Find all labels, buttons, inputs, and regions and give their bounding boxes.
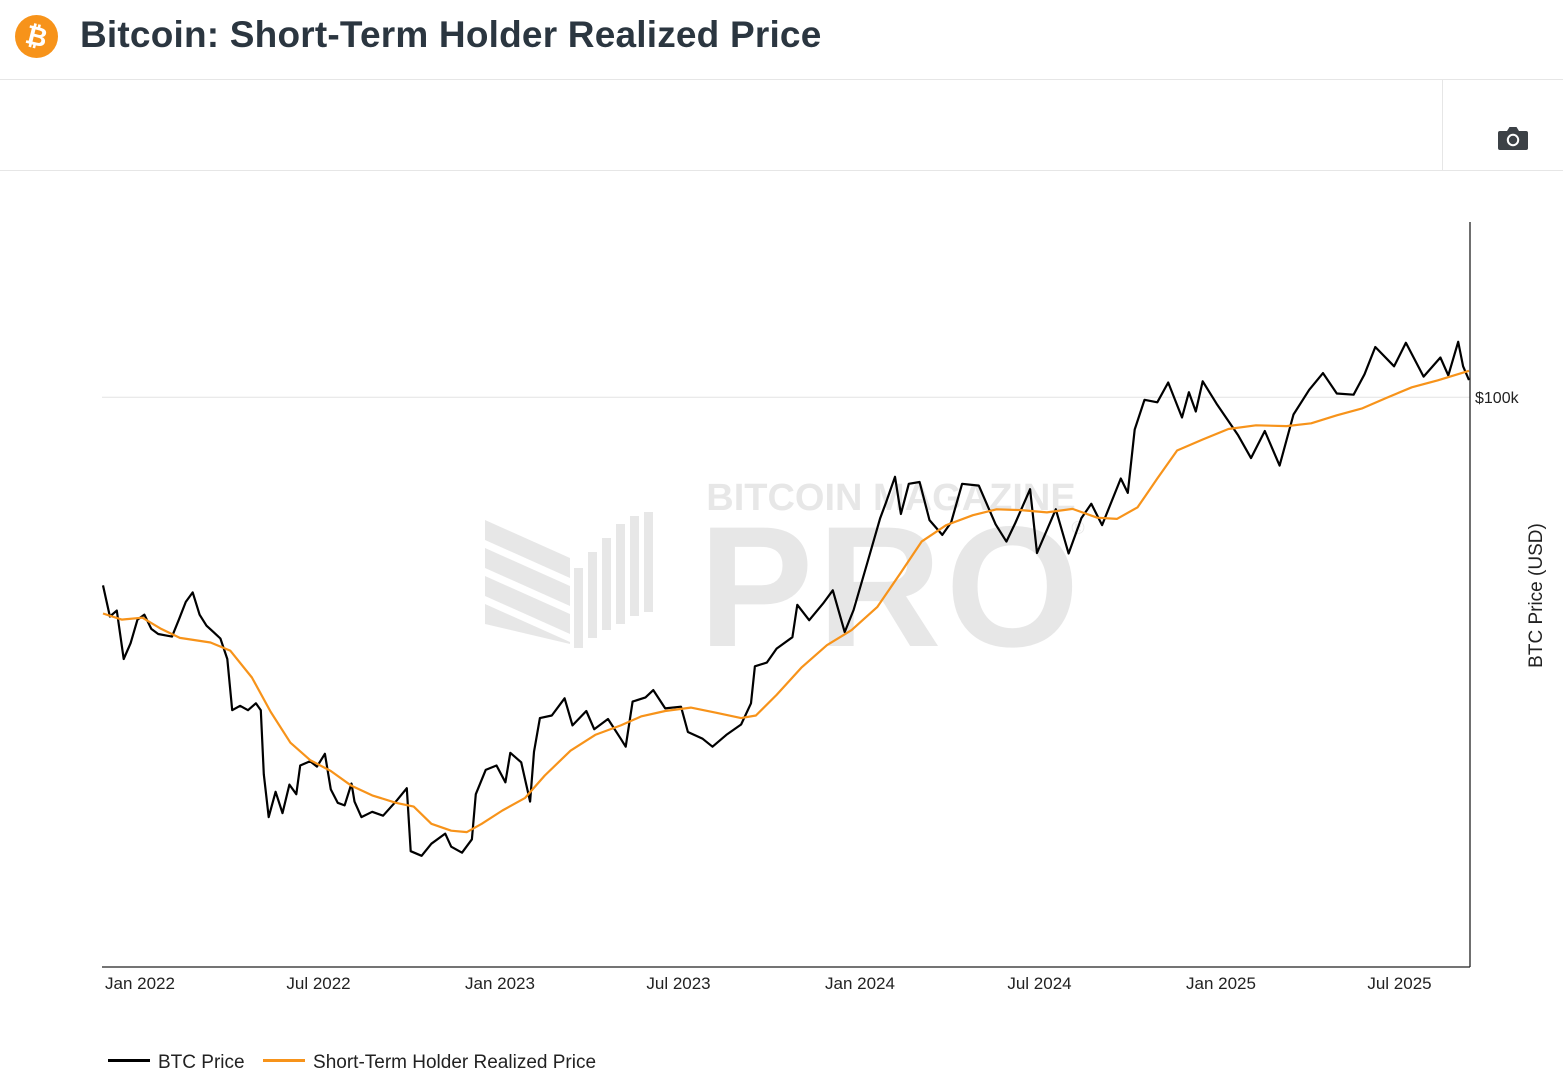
legend-label-btc-price: BTC Price xyxy=(158,1052,245,1073)
series-lines xyxy=(101,340,1471,857)
watermark-line1: BITCOIN MAGAZINE xyxy=(706,477,1075,519)
y-axis-title: BTC Price (USD) xyxy=(1526,523,1547,668)
axis-labels: $100k Jan 2022 Jul 2022 Jan 2023 Jul 2023 Jan… xyxy=(105,390,1547,993)
legend-item-sth-realized-price[interactable]: Short-Term Holder Realized Price xyxy=(263,1052,596,1074)
legend-item-btc-price[interactable]: BTC Price xyxy=(108,1052,245,1074)
x-tick-label: Jul 2024 xyxy=(1007,974,1071,993)
x-tick-label: Jan 2025 xyxy=(1186,974,1256,993)
series-line-btc-price xyxy=(101,340,1471,857)
x-tick-label: Jul 2025 xyxy=(1367,974,1431,993)
x-tick-label: Jan 2023 xyxy=(465,974,535,993)
toolbar-divider xyxy=(1442,80,1443,170)
x-tick-label: Jul 2022 xyxy=(286,974,350,993)
x-tick-label: Jan 2022 xyxy=(105,974,175,993)
page-title: Bitcoin: Short-Term Holder Realized Pric… xyxy=(80,14,822,55)
camera-icon[interactable] xyxy=(1497,124,1529,154)
chart-area: BITCOIN MAGAZINE PRO ® $100k Jan 2022 Jul … xyxy=(101,222,1547,993)
bitcoin-logo-icon: ₿ xyxy=(15,15,58,58)
watermark-logo-mark xyxy=(485,512,653,648)
x-tick-label: Jul 2023 xyxy=(646,974,710,993)
y-tick-label: $100k xyxy=(1475,390,1520,407)
x-tick-label: Jan 2024 xyxy=(825,974,895,993)
chart-toolbar xyxy=(0,80,1563,171)
series-line-sth-realized-price xyxy=(102,369,1470,834)
legend: BTC Price Short-Term Holder Realized Pri… xyxy=(108,1052,610,1074)
axes xyxy=(102,222,1471,968)
page-header: ₿ Bitcoin: Short-Term Holder Realized Pr… xyxy=(0,0,1563,80)
legend-swatch-btc-price xyxy=(108,1059,150,1063)
watermark: BITCOIN MAGAZINE PRO ® xyxy=(485,477,1085,683)
legend-label-sth-realized-price: Short-Term Holder Realized Price xyxy=(313,1052,597,1073)
legend-swatch-sth-realized-price xyxy=(263,1059,306,1063)
